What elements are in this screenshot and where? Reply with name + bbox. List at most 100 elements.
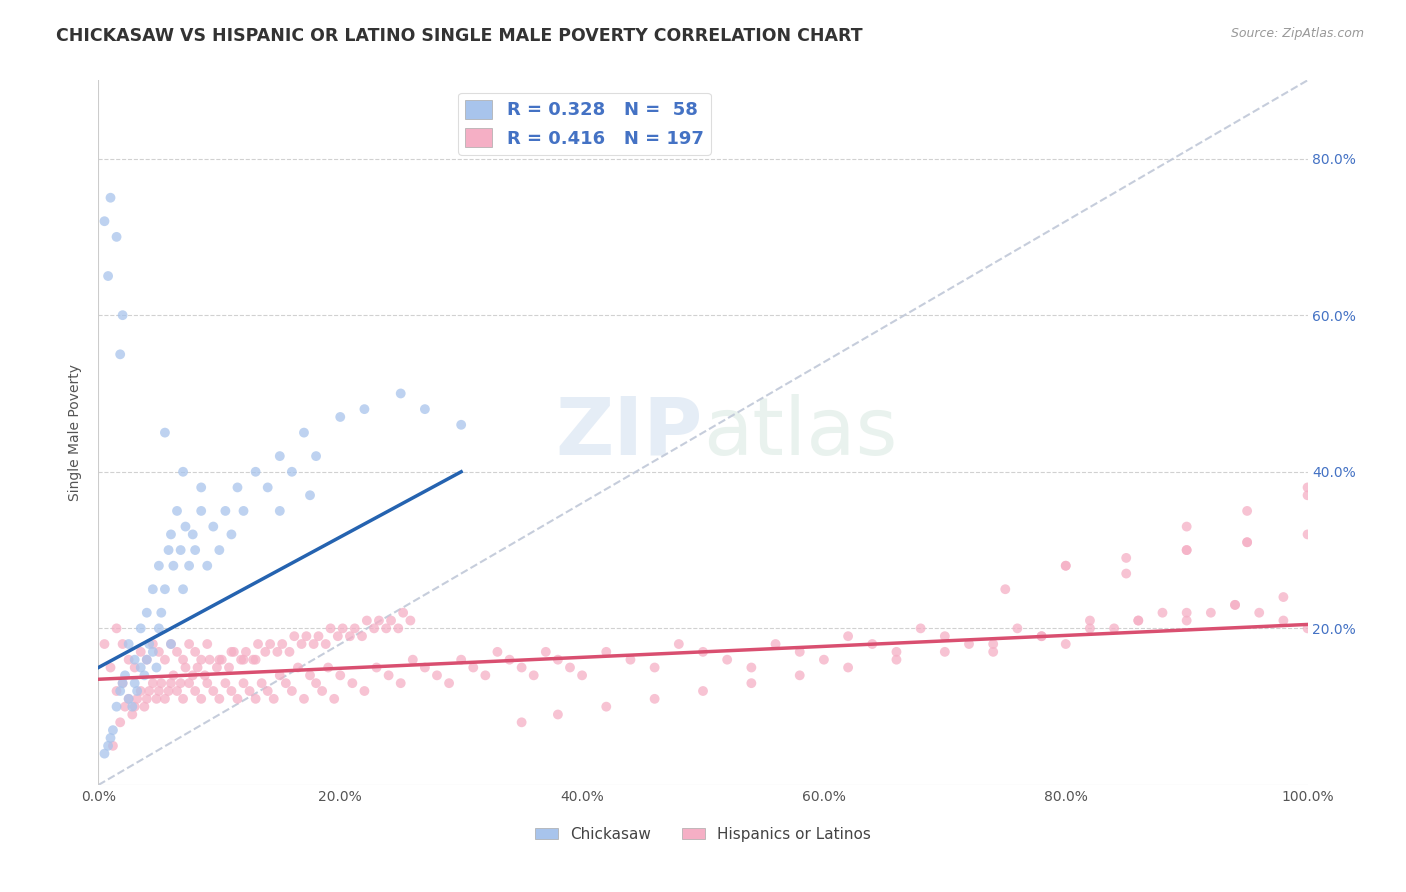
Point	[1296, 621, 1319, 635]
Point	[221, 684, 243, 698]
Point	[179, 558, 201, 573]
Point	[295, 629, 318, 643]
Point	[389, 386, 412, 401]
Point	[232, 676, 254, 690]
Point	[837, 660, 859, 674]
Point	[271, 637, 294, 651]
Point	[166, 684, 188, 698]
Point	[111, 676, 134, 690]
Point	[644, 691, 666, 706]
Point	[1175, 543, 1198, 558]
Point	[129, 645, 152, 659]
Point	[813, 653, 835, 667]
Point	[181, 527, 204, 541]
Point	[299, 488, 322, 502]
Point	[547, 707, 569, 722]
Point	[226, 691, 249, 706]
Point	[1272, 590, 1295, 604]
Point	[208, 691, 231, 706]
Point	[232, 504, 254, 518]
Point	[157, 684, 180, 698]
Point	[1175, 606, 1198, 620]
Point	[510, 660, 533, 674]
Point	[118, 691, 141, 706]
Point	[153, 582, 176, 597]
Point	[305, 676, 328, 690]
Point	[100, 731, 122, 745]
Point	[256, 480, 278, 494]
Point	[486, 645, 509, 659]
Point	[571, 668, 593, 682]
Point	[934, 629, 956, 643]
Point	[148, 621, 170, 635]
Point	[179, 637, 201, 651]
Point	[111, 308, 134, 322]
Point	[319, 621, 342, 635]
Point	[254, 645, 277, 659]
Point	[259, 637, 281, 651]
Point	[195, 558, 218, 573]
Point	[1128, 614, 1150, 628]
Point	[190, 480, 212, 494]
Text: ZIP: ZIP	[555, 393, 703, 472]
Point	[114, 668, 136, 682]
Point	[134, 699, 156, 714]
Point	[375, 621, 398, 635]
Text: atlas: atlas	[703, 393, 897, 472]
Point	[162, 668, 184, 682]
Point	[108, 684, 131, 698]
Point	[190, 504, 212, 518]
Point	[278, 645, 301, 659]
Point	[105, 684, 128, 698]
Point	[235, 645, 257, 659]
Point	[118, 691, 141, 706]
Point	[121, 699, 143, 714]
Point	[789, 645, 811, 659]
Point	[323, 691, 346, 706]
Point	[172, 465, 194, 479]
Point	[1102, 621, 1125, 635]
Point	[1078, 614, 1101, 628]
Point	[160, 637, 183, 651]
Point	[1031, 629, 1053, 643]
Point	[190, 653, 212, 667]
Point	[377, 668, 399, 682]
Point	[1175, 543, 1198, 558]
Point	[129, 684, 152, 698]
Point	[1272, 614, 1295, 628]
Point	[134, 668, 156, 682]
Point	[150, 606, 173, 620]
Point	[402, 653, 425, 667]
Point	[981, 645, 1004, 659]
Point	[124, 699, 146, 714]
Point	[221, 645, 243, 659]
Point	[124, 660, 146, 674]
Point	[150, 676, 173, 690]
Legend: Chickasaw, Hispanics or Latinos: Chickasaw, Hispanics or Latinos	[529, 821, 877, 847]
Point	[214, 504, 236, 518]
Point	[290, 637, 312, 651]
Point	[399, 614, 422, 628]
Point	[195, 676, 218, 690]
Point	[350, 629, 373, 643]
Point	[245, 465, 267, 479]
Point	[392, 606, 415, 620]
Point	[160, 676, 183, 690]
Point	[619, 653, 641, 667]
Point	[534, 645, 557, 659]
Point	[162, 558, 184, 573]
Point	[1236, 504, 1258, 518]
Point	[1054, 558, 1077, 573]
Point	[308, 629, 330, 643]
Point	[886, 653, 908, 667]
Point	[692, 645, 714, 659]
Point	[145, 660, 167, 674]
Point	[138, 637, 160, 651]
Point	[740, 660, 762, 674]
Point	[93, 637, 115, 651]
Point	[366, 660, 388, 674]
Point	[157, 543, 180, 558]
Point	[169, 676, 191, 690]
Point	[269, 504, 291, 518]
Point	[105, 621, 128, 635]
